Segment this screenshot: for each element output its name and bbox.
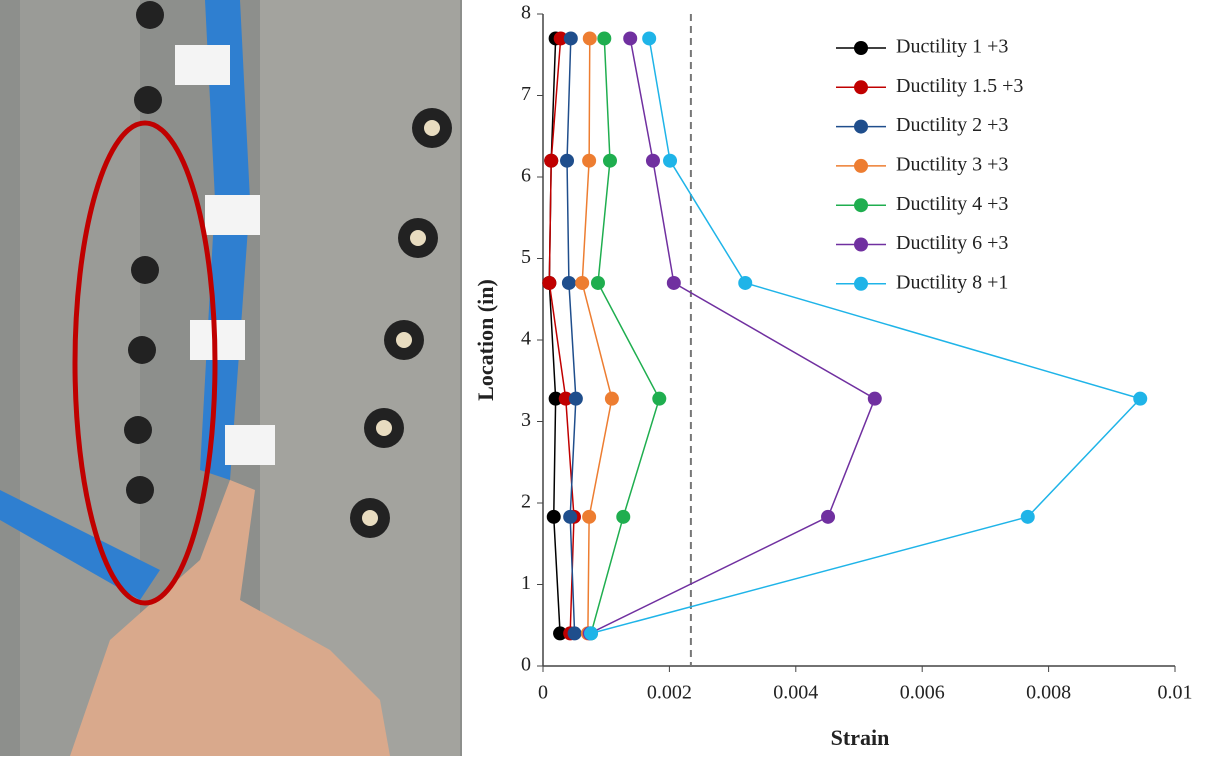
x-tick-label: 0.006	[900, 682, 945, 704]
data-point	[604, 391, 619, 406]
data-point	[645, 153, 660, 168]
data-point	[602, 153, 617, 168]
legend-label: Ductility 1.5 +3	[896, 75, 1023, 97]
y-tick-label: 7	[521, 83, 531, 105]
legend-label: Ductility 4 +3	[896, 193, 1008, 215]
data-point	[616, 509, 631, 524]
data-point	[582, 509, 597, 524]
data-point	[548, 391, 563, 406]
data-point	[553, 31, 568, 46]
x-tick-label: 0.008	[1026, 682, 1071, 704]
data-point	[558, 391, 573, 406]
series-line	[581, 38, 613, 634]
legend-marker	[854, 119, 868, 134]
data-point	[567, 626, 582, 641]
y-axis-title: Location (in)	[473, 279, 498, 401]
legend-label: Ductility 6 +3	[896, 232, 1008, 254]
legend-label: Ductility 1 +3	[896, 36, 1008, 58]
y-tick-label: 5	[521, 246, 531, 268]
legend-marker	[854, 41, 868, 55]
x-tick-label: 0.01	[1158, 682, 1193, 704]
y-tick-label: 4	[521, 328, 531, 350]
legend-marker	[854, 158, 868, 173]
y-tick-label: 0	[521, 654, 531, 676]
x-tick-label: 0.004	[773, 682, 818, 704]
data-point	[568, 391, 583, 406]
x-tick-label: 0	[538, 682, 548, 704]
data-point	[738, 275, 753, 290]
legend-marker	[854, 198, 868, 213]
legend-label: Ductility 2 +3	[896, 114, 1008, 136]
y-tick-label: 3	[521, 409, 531, 431]
data-point	[666, 275, 681, 290]
data-point	[542, 275, 557, 290]
data-point	[821, 509, 836, 524]
legend-marker	[854, 80, 868, 95]
series-line	[548, 38, 575, 634]
series-line	[566, 38, 577, 634]
data-point	[1133, 391, 1148, 406]
series-line	[590, 38, 661, 634]
legend-label: Ductility 8 +1	[896, 271, 1008, 293]
legend-marker	[854, 276, 868, 291]
data-point	[663, 153, 678, 168]
x-axis-title: Strain	[831, 725, 890, 750]
data-point	[584, 626, 599, 641]
data-point	[597, 31, 612, 46]
data-point	[582, 153, 597, 168]
data-point	[560, 153, 575, 168]
data-point	[1020, 509, 1035, 524]
x-tick-label: 0.002	[647, 682, 692, 704]
series-line	[590, 38, 1142, 635]
data-point	[563, 31, 578, 46]
data-point	[582, 31, 597, 46]
data-point	[652, 391, 667, 406]
data-point	[590, 275, 605, 290]
data-point	[544, 153, 559, 168]
y-tick-label: 2	[521, 491, 531, 513]
data-point	[642, 31, 657, 46]
data-point	[553, 626, 568, 641]
y-tick-label: 8	[521, 2, 531, 24]
legend-marker	[854, 237, 868, 252]
data-point	[575, 275, 590, 290]
photo	[0, 0, 462, 756]
data-point	[867, 391, 882, 406]
data-point	[623, 31, 638, 46]
data-point	[563, 509, 578, 524]
legend-label: Ductility 3 +3	[896, 153, 1008, 175]
data-point	[561, 275, 576, 290]
series-line	[589, 38, 876, 635]
series-line	[548, 38, 561, 634]
y-tick-label: 1	[521, 572, 531, 594]
data-point	[546, 509, 561, 524]
y-tick-label: 6	[521, 165, 531, 187]
